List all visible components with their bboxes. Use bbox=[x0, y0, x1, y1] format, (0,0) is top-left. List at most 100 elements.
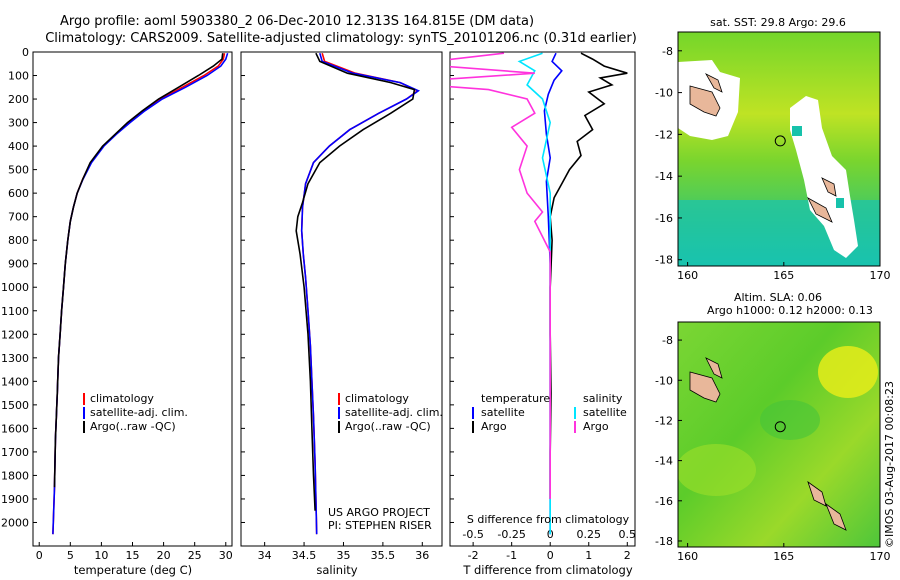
salinity-depth-ticks bbox=[241, 51, 245, 523]
legend-label-s-satellite: satellite bbox=[583, 406, 627, 419]
depth-tick-label: 900 bbox=[8, 258, 29, 271]
salinity-xlabel: salinity bbox=[316, 563, 357, 577]
map-y-tick-label: -18 bbox=[655, 254, 673, 267]
sst-island-guadalcanal bbox=[689, 85, 721, 117]
salinity-x-axis: 34 34.5 35 35.5 36 bbox=[258, 542, 429, 562]
map-y-tick-label: -8 bbox=[662, 45, 673, 58]
sla-map-axes: 160 165 170 -8 -10 -12 -14 -16 -18 bbox=[655, 334, 890, 563]
map-y-tick-label: -16 bbox=[655, 212, 673, 225]
legend-label-t-argo: Argo bbox=[481, 420, 507, 433]
depth-tick-label: 100 bbox=[8, 70, 29, 83]
sst-map-title: sat. SST: 29.8 Argo: 29.6 bbox=[710, 16, 846, 29]
s-tick-label: 0 bbox=[547, 528, 554, 541]
legend-heading-salinity: salinity bbox=[583, 392, 623, 405]
sla-mid-region bbox=[678, 444, 756, 496]
x-tick-label: 34 bbox=[258, 549, 272, 562]
sla-map-title-line2: Argo h1000: 0.12 h2000: 0.13 bbox=[707, 304, 873, 317]
depth-tick-label: 1300 bbox=[1, 352, 29, 365]
t-difference-xlabel: T difference from climatology bbox=[462, 563, 633, 577]
sst-cyan-pixel bbox=[836, 198, 844, 208]
sst-island-malaita bbox=[704, 73, 723, 93]
sst-island-santo bbox=[821, 177, 837, 197]
depth-tick-label: 0 bbox=[22, 46, 29, 59]
depth-tick-label: 1200 bbox=[1, 328, 29, 341]
x-tick-label: 36 bbox=[415, 549, 429, 562]
difference-panel: -2 -1 0 1 2 -0.5 -0.25 0 0.25 0.5 T difference f… bbox=[449, 51, 636, 577]
x-tick-label: 0 bbox=[547, 549, 554, 562]
sst-map-panel: sat. SST: 29.8 Argo: 29.6 160 165 170 -8 -10… bbox=[655, 16, 890, 282]
map-y-tick-label: -12 bbox=[655, 414, 673, 427]
depth-tick-label: 700 bbox=[8, 211, 29, 224]
series-line-argo-raw-qc bbox=[53, 53, 224, 488]
map-x-tick-label: 165 bbox=[773, 550, 794, 563]
depth-tick-label: 1700 bbox=[1, 446, 29, 459]
map-y-tick-label: -10 bbox=[655, 87, 673, 100]
depth-tick-label: 400 bbox=[8, 140, 29, 153]
depth-tick-label: 1900 bbox=[1, 493, 29, 506]
imos-watermark: ©IMOS 03-Aug-2017 00:08:23 bbox=[883, 381, 896, 548]
sst-map-axes: 160 165 170 -8 -10 -12 -14 -16 -18 bbox=[655, 45, 890, 282]
map-y-tick-label: -18 bbox=[655, 535, 673, 548]
x-tick-label: 2 bbox=[624, 549, 631, 562]
temperature-axes-frame bbox=[32, 51, 233, 547]
map-y-tick-label: -10 bbox=[655, 374, 673, 387]
x-tick-label: 34.5 bbox=[292, 549, 317, 562]
legend-label-climatology: climatology bbox=[90, 392, 154, 405]
sla-high-region bbox=[818, 346, 878, 398]
difference-axes-frame bbox=[449, 51, 636, 547]
salinity-panel: 34 34.5 35 35.5 36 salinity climatology sate… bbox=[240, 51, 443, 577]
t-difference-x-axis: -2 -1 0 1 2 bbox=[468, 542, 631, 562]
salinity-series bbox=[295, 52, 421, 535]
depth-tick-label: 2000 bbox=[1, 516, 29, 529]
map-y-tick-label: -8 bbox=[662, 334, 673, 347]
legend-label-t-satellite: satellite bbox=[481, 406, 525, 419]
sst-cyan-pixel bbox=[792, 126, 802, 136]
legend-label-s-argo: Argo bbox=[583, 420, 609, 433]
argo-position-marker bbox=[774, 135, 786, 147]
depth-tick-label: 800 bbox=[8, 234, 29, 247]
legend-heading-temperature: temperature bbox=[481, 392, 550, 405]
sst-island-malakula bbox=[807, 197, 833, 223]
s-difference-x-axis: -0.5 -0.25 0 0.25 0.5 bbox=[462, 528, 636, 541]
temperature-legend: climatology satellite-adj. clim. Argo(..… bbox=[83, 392, 188, 433]
depth-tick-label: 1100 bbox=[1, 305, 29, 318]
legend-label-argo: Argo(..raw -QC) bbox=[345, 420, 431, 433]
x-tick-label: -2 bbox=[468, 549, 479, 562]
depth-tick-label: 1600 bbox=[1, 422, 29, 435]
x-tick-label: 10 bbox=[94, 549, 108, 562]
temperature-series bbox=[52, 52, 229, 535]
map-y-tick-label: -16 bbox=[655, 495, 673, 508]
sst-map-frame bbox=[677, 31, 881, 267]
sla-map-frame bbox=[677, 321, 881, 548]
difference-legend: temperature satellite Argo salinity sate… bbox=[472, 392, 627, 433]
map-x-tick-label: 165 bbox=[773, 269, 794, 282]
pi-annotation: PI: STEPHEN RISER bbox=[328, 519, 432, 532]
argo-position-marker bbox=[774, 421, 786, 433]
series-line-salinity-argo bbox=[450, 52, 552, 499]
x-tick-label: 25 bbox=[188, 549, 202, 562]
x-tick-label: -1 bbox=[506, 549, 517, 562]
map-x-tick-label: 160 bbox=[677, 269, 698, 282]
x-tick-label: 1 bbox=[585, 549, 592, 562]
sla-island-malaita bbox=[705, 357, 723, 379]
depth-tick-label: 1400 bbox=[1, 375, 29, 388]
depth-axis: 0 100 200 300 400 500 600 700 800 900 1000 1100 1200… bbox=[1, 46, 37, 529]
sla-map-title-line1: Altim. SLA: 0.06 bbox=[734, 291, 822, 304]
map-x-tick-label: 170 bbox=[870, 269, 891, 282]
sla-map-panel: Altim. SLA: 0.06 Argo h1000: 0.12 h2000:… bbox=[655, 291, 890, 563]
legend-label-satellite: satellite-adj. clim. bbox=[90, 406, 188, 419]
x-tick-label: 35.5 bbox=[371, 549, 396, 562]
figure-title-line1: Argo profile: aoml 5903380_2 06-Dec-2010… bbox=[60, 14, 534, 29]
x-tick-label: 20 bbox=[157, 549, 171, 562]
s-tick-label: -0.25 bbox=[497, 528, 525, 541]
map-x-tick-label: 170 bbox=[870, 550, 891, 563]
x-tick-label: 0 bbox=[36, 549, 43, 562]
sla-island-guadalcanal bbox=[689, 371, 721, 403]
map-y-tick-label: -14 bbox=[655, 455, 673, 468]
x-tick-label: 35 bbox=[336, 549, 350, 562]
map-x-tick-label: 160 bbox=[677, 550, 698, 563]
project-annotation: US ARGO PROJECT bbox=[328, 506, 430, 519]
depth-tick-label: 1000 bbox=[1, 281, 29, 294]
sst-missing-data-east bbox=[790, 96, 858, 258]
